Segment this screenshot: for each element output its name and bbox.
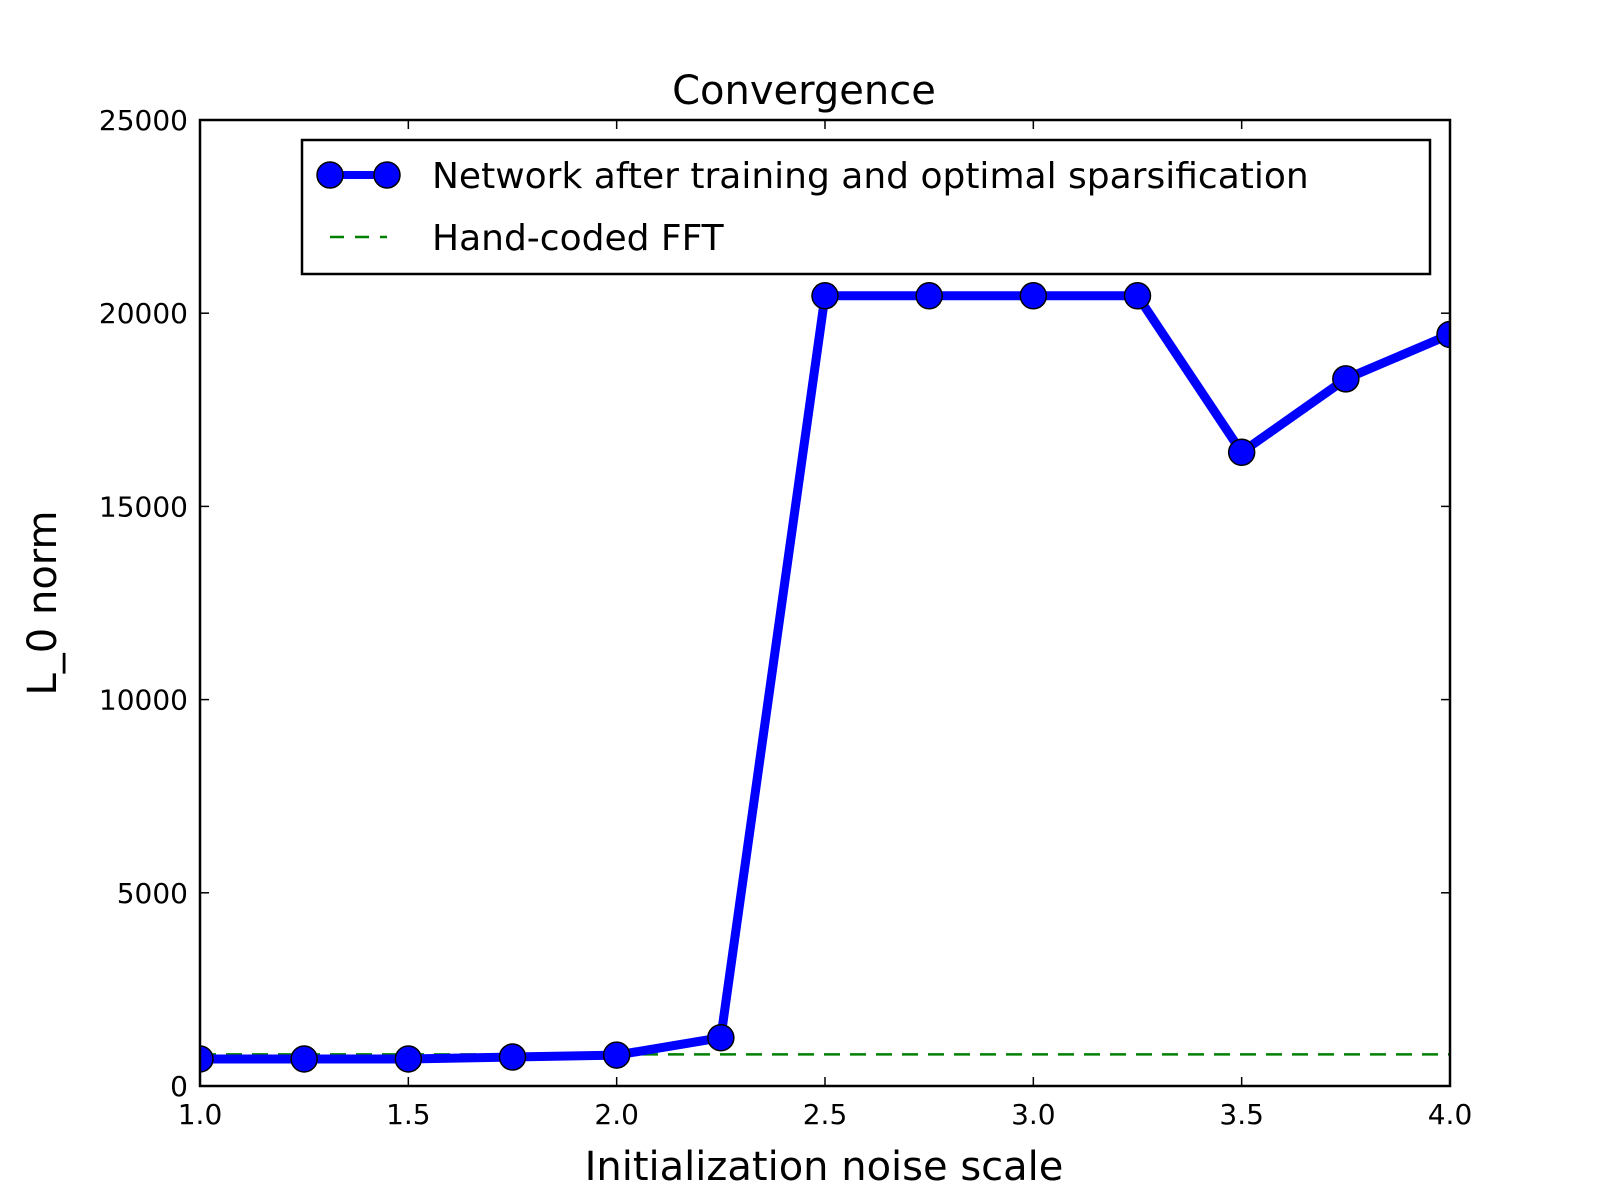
- data-point-network: [915, 282, 943, 310]
- data-point-network: [290, 1045, 318, 1073]
- y-tick-label: 15000: [99, 490, 188, 523]
- data-point-network: [394, 1045, 423, 1073]
- legend: Network after training and optimal spars…: [300, 138, 1432, 276]
- x-tick-label: 2.0: [594, 1098, 639, 1131]
- y-tick-label: 20000: [99, 297, 188, 330]
- x-tick-label: 2.5: [803, 1098, 848, 1131]
- legend-marker-network-right: [373, 161, 401, 189]
- data-point-network: [602, 1041, 631, 1069]
- data-point-network: [1436, 320, 1450, 349]
- data-point-network: [1332, 365, 1360, 393]
- data-point-network: [1019, 282, 1048, 310]
- x-tick-label: 1.0: [178, 1098, 223, 1131]
- data-point-network: [1123, 282, 1152, 310]
- y-tick-label: 10000: [99, 684, 188, 717]
- legend-frame: [300, 138, 1432, 276]
- data-point-network: [498, 1043, 527, 1071]
- data-point-network: [1227, 438, 1256, 467]
- y-tick-label: 5000: [117, 877, 188, 910]
- y-axis-label: L_0 norm: [20, 511, 66, 696]
- x-tick-label: 3.5: [1219, 1098, 1264, 1131]
- series-layer: [200, 282, 1450, 1073]
- ticks-layer: 1.0 1.5 2.0 2.5 3.0 3.5 4.0 0 5000 10000 15000 2000…: [99, 104, 1472, 1131]
- x-tick-label: 1.5: [386, 1098, 431, 1131]
- y-tick-label: 25000: [99, 104, 188, 137]
- x-tick-label: 3.0: [1011, 1098, 1056, 1131]
- legend-label-fft: Hand-coded FFT: [432, 218, 725, 259]
- x-axis-label: Initialization noise scale: [585, 1144, 1064, 1190]
- data-point-network: [707, 1023, 735, 1052]
- data-point-network: [200, 1045, 214, 1073]
- legend-label-network: Network after training and optimal spars…: [432, 156, 1309, 197]
- y-tick-label: 0: [170, 1070, 188, 1103]
- x-tick-label: 4.0: [1428, 1098, 1473, 1131]
- data-point-network: [811, 282, 839, 310]
- chart-title: Convergence: [672, 68, 936, 114]
- legend-marker-network-left: [316, 161, 344, 189]
